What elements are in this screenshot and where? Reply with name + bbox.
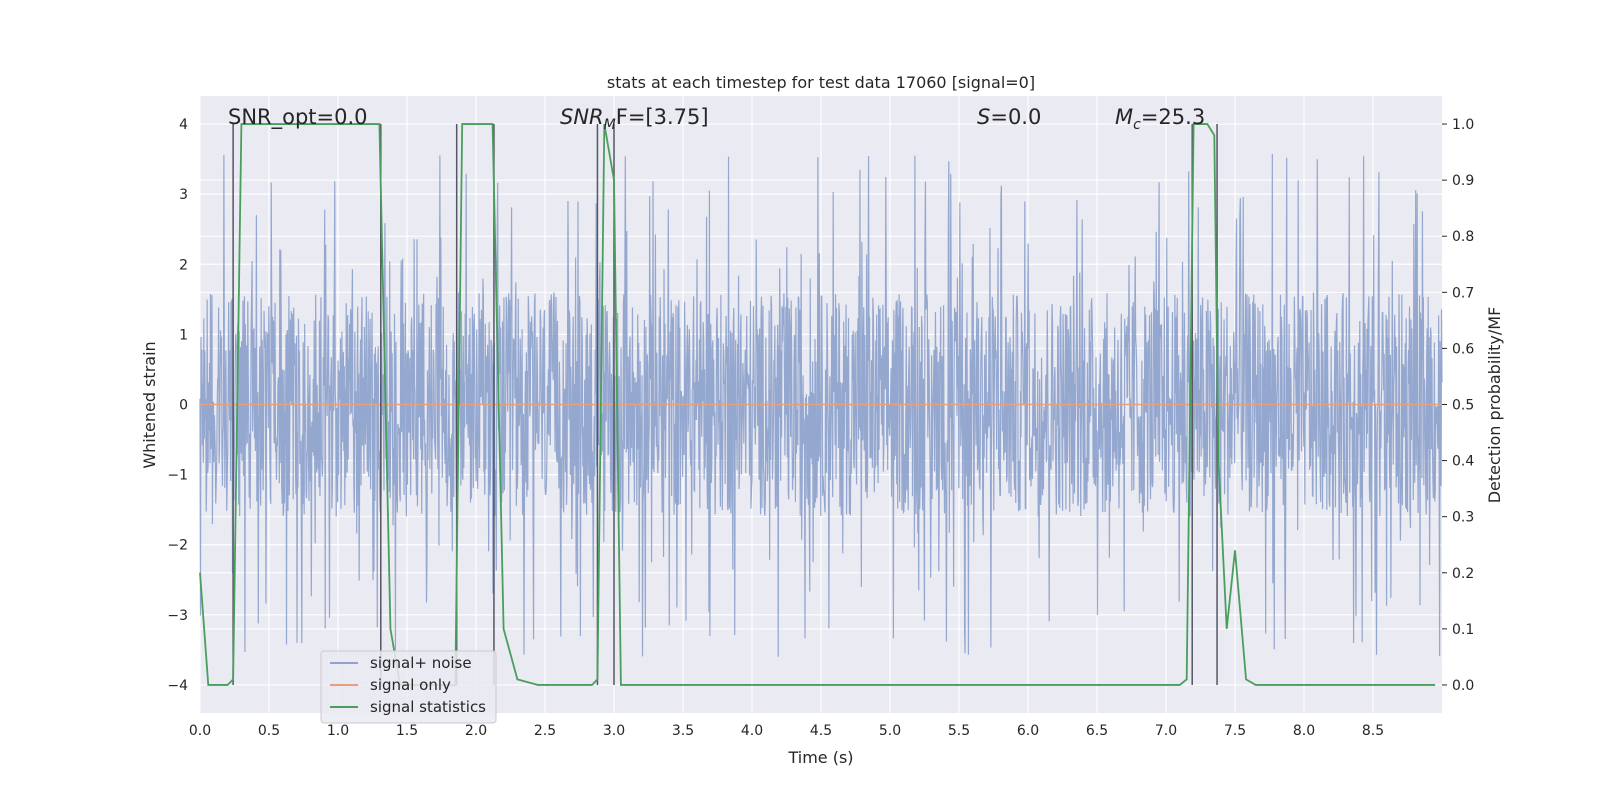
y-tick-label-right: 0.9 [1452,173,1474,189]
legend: signal+ noise signal only signal statist… [320,650,497,724]
x-axis-ticks: 0.0 0.5 1.0 1.5 2.0 2.5 3.0 3.5 4.0 4.5 5.0 5.5 6.0 6… [189,723,1384,739]
x-tick-label: 5.5 [948,723,970,739]
legend-label-signal-statistics: signal statistics [370,698,486,716]
x-tick-label: 3.0 [603,723,625,739]
y-tick-label-right: 1.0 [1452,117,1474,133]
annotation-s-symbol: S [977,105,990,129]
signal-statistics-line [199,123,1436,686]
x-tick-label: 2.5 [534,723,556,739]
annotation-snr-opt: SNR_opt=0.0 [228,105,368,130]
chart-title: stats at each timestep for test data 170… [607,73,1035,92]
y-tick-label-left: 3 [179,187,188,203]
y-axis-label-left: Whitened strain [140,341,159,468]
x-tick-label: 8.0 [1293,723,1315,739]
y-tick-label-right: 0.5 [1452,398,1474,414]
x-tick-label: 0.5 [258,723,280,739]
signal-noise-series [199,154,1443,657]
annotation-snr-mf: SNRMF=[3.75] [560,105,709,133]
y-tick-label-right: 0.3 [1452,510,1474,526]
x-tick-label: 3.5 [672,723,694,739]
annotation-snr-mf-sub: M [604,117,616,133]
y-axis-label-right: Detection probability/MF [1485,307,1504,504]
x-tick-label: 0.0 [189,723,211,739]
annotation-s-value: =0.0 [990,105,1041,129]
x-tick-label: 8.5 [1362,723,1384,739]
x-tick-label: 6.5 [1086,723,1108,739]
y-tick-label-right: 0.4 [1452,454,1474,470]
y-tick-label-left: −3 [167,608,188,624]
y-tick-label-left: 1 [179,327,188,343]
annotation-snr-mf-part: SNR [560,105,604,129]
x-tick-label: 4.0 [741,723,763,739]
annotation-mc-sub: c [1133,117,1141,133]
annotation-mc-symbol: M [1115,105,1133,129]
x-axis-label: Time (s) [787,748,853,767]
x-tick-label: 4.5 [810,723,832,739]
annotation-mc: Mc=25.3 [1115,105,1205,133]
x-tick-label: 1.5 [396,723,418,739]
legend-box [320,650,497,724]
y-tick-label-left: 4 [179,117,188,133]
x-tick-label: 1.0 [327,723,349,739]
legend-label-signal-noise: signal+ noise [370,654,472,672]
x-tick-label: 2.0 [465,723,487,739]
y-tick-label-right: 0.2 [1452,566,1474,582]
y-tick-label-right: 0.6 [1452,341,1474,357]
x-tick-label: 7.5 [1224,723,1246,739]
signal-noise-line [199,154,1443,657]
y-tick-label-left: −2 [167,538,188,554]
y-axis-ticks-right: 1.0 0.9 0.8 0.7 0.6 0.5 0.4 0.3 0.2 0.1 0.0 [1442,117,1474,694]
y-tick-label-right: 0.8 [1452,229,1474,245]
y-axis-ticks-left: 4 3 2 1 0 −1 −2 −3 −4 [167,117,188,694]
x-tick-label: 7.0 [1155,723,1177,739]
y-tick-label-right: 0.0 [1452,678,1474,694]
y-tick-label-left: −4 [167,678,188,694]
annotation-mc-value: =25.3 [1141,105,1205,129]
x-tick-label: 6.0 [1017,723,1039,739]
y-tick-label-left: 2 [179,257,188,273]
y-tick-label-right: 0.7 [1452,285,1474,301]
y-tick-label-left: −1 [167,468,188,484]
x-tick-label: 5.0 [879,723,901,739]
y-tick-label-left: 0 [179,398,188,414]
signal-statistics-series [199,123,1436,686]
annotation-s: S=0.0 [977,105,1041,129]
legend-label-signal-only: signal only [370,676,451,694]
annotation-snr-mf-value: F=[3.75] [616,105,709,129]
y-tick-label-right: 0.1 [1452,622,1474,638]
